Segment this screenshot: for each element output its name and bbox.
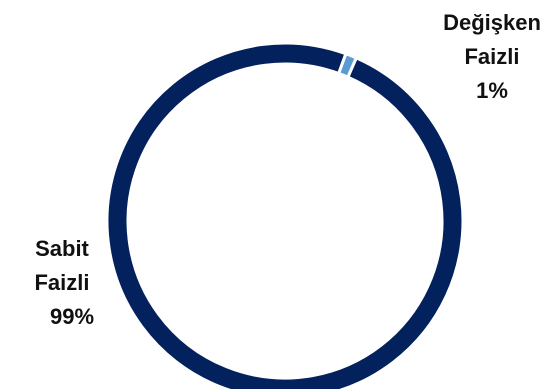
slice-label-degisken-line1: Değişken: [443, 10, 541, 35]
slice-label-sabit-line2: Faizli: [34, 270, 90, 295]
slice-label-degisken-line2: Faizli: [464, 44, 520, 69]
slice-value-sabit-faizli: 99%: [49, 304, 95, 329]
slice-label-sabit-faizli: Sabit Faizli 99%: [12, 232, 112, 334]
donut-slice-de-i-ken-faizli: [337, 52, 358, 79]
slice-label-degisken-faizli: Değişken Faizli 1%: [430, 6, 554, 108]
slice-label-sabit-line1: Sabit: [35, 236, 89, 261]
slice-value-degisken-faizli: 1%: [476, 78, 508, 103]
donut-slices: [105, 41, 465, 389]
donut-slice-sabit-faizli: [105, 41, 465, 389]
